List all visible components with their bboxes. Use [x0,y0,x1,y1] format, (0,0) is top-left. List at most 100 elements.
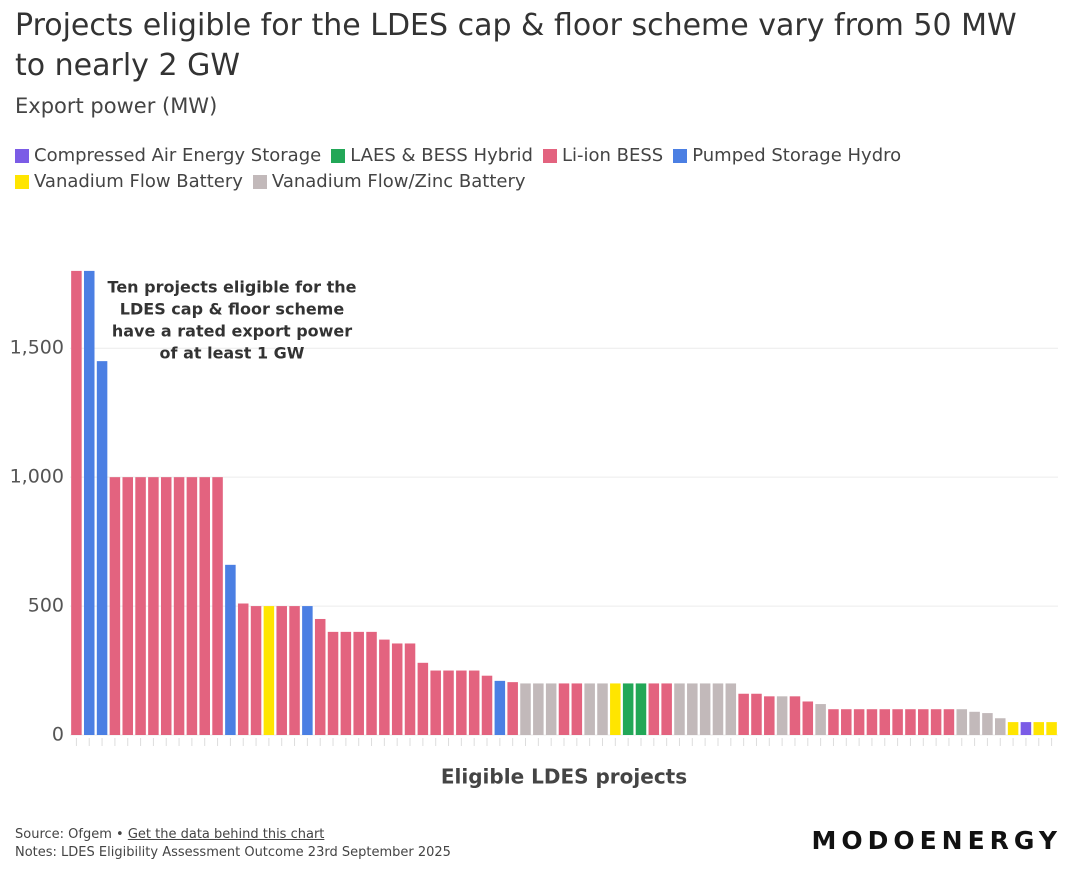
bar [468,670,480,735]
bar [597,683,608,735]
bar [841,709,852,735]
bar [1007,722,1019,735]
bar [687,683,698,735]
bar [905,709,916,735]
annotation: of at least 1 GW [160,344,305,363]
bar [956,709,968,735]
bar [622,683,634,735]
bar [417,662,429,735]
bar [71,270,82,735]
bar [83,270,95,735]
bar [584,683,595,735]
bar [764,696,775,735]
bar [725,683,737,735]
bar [289,606,300,735]
legend-item: LAES & BESS Hybrid [331,145,533,167]
bar [237,603,249,735]
y-tick-label: 500 [28,595,64,617]
bar [456,670,467,735]
notes: Notes: LDES Eligibility Assessment Outco… [15,845,451,860]
bar [122,477,134,735]
bar [610,683,621,735]
bar [866,709,878,735]
bar [302,606,313,735]
bar [135,477,146,735]
bar [160,477,172,735]
bar [815,704,826,735]
bar [712,683,724,735]
legend-swatch [15,149,29,163]
bar [545,683,557,735]
bar [366,631,377,735]
bar [1020,722,1032,735]
footer: Source: Ofgem • Get the data behind this… [15,826,451,862]
y-tick-label: 1,500 [10,337,64,359]
bar [109,477,121,735]
bar [699,683,711,735]
bar [648,683,660,735]
legend-item: Vanadium Flow/Zinc Battery [252,171,526,193]
legend-label: Pumped Storage Hydro [692,145,902,166]
legend: Compressed Air Energy Storage LAES & BESS… [15,145,975,193]
legend-label: Vanadium Flow/Zinc Battery [271,171,526,192]
bar [930,709,942,735]
legend-label: Li-ion BESS [561,145,664,166]
bar [404,643,416,735]
bar [1033,722,1045,735]
bar [828,709,839,735]
legend-swatch [15,175,29,189]
bar [520,683,531,735]
bar [892,709,903,735]
bar [802,701,814,735]
bar [250,606,262,735]
legend-item: Li-ion BESS [542,145,664,167]
bar [225,564,236,735]
bar [379,639,390,735]
bar [327,631,339,735]
legend-item: Vanadium Flow Battery [15,171,243,193]
legend-label: Vanadium Flow Battery [34,171,243,192]
bar [212,477,223,735]
bar [982,713,993,735]
bar [263,606,275,735]
bar [391,643,403,735]
annotation: have a rated export power [112,322,352,341]
bar [494,680,506,735]
data-link[interactable]: Get the data behind this chart [127,827,325,842]
bar [507,682,518,735]
bar [443,670,454,735]
bar [738,693,749,735]
bar [430,670,441,735]
bar [943,709,955,735]
bar [340,631,352,735]
bar [789,696,801,735]
chart-title: Projects eligible for the LDES cap & flo… [15,8,1017,83]
bar [96,361,108,735]
bar [199,477,210,735]
legend-item: Compressed Air Energy Storage [15,145,321,167]
bar [661,683,672,735]
legend-swatch [331,149,346,163]
annotation: LDES cap & floor scheme [120,300,345,319]
annotation: Ten projects eligible for the [108,278,357,297]
legend-label: LAES & BESS Hybrid [350,145,533,166]
bar [314,618,326,735]
brand: MODOENERGY [811,826,1062,855]
bar [173,477,185,735]
bar [879,709,891,735]
bar [276,606,287,735]
bar [853,709,865,735]
source: Source: Ofgem • Get the data behind this… [15,826,451,844]
bar [994,718,1006,735]
bar [558,683,570,735]
bar [1046,722,1057,735]
legend-label: Compressed Air Energy Storage [34,145,322,166]
legend-swatch [542,149,557,163]
legend-swatch [252,175,267,189]
source-text: Source: Ofgem • [15,827,124,842]
bar [353,631,364,735]
x-axis-label: Eligible LDES projects [441,765,687,789]
y-axis-label: Export power (MW) [15,94,218,118]
